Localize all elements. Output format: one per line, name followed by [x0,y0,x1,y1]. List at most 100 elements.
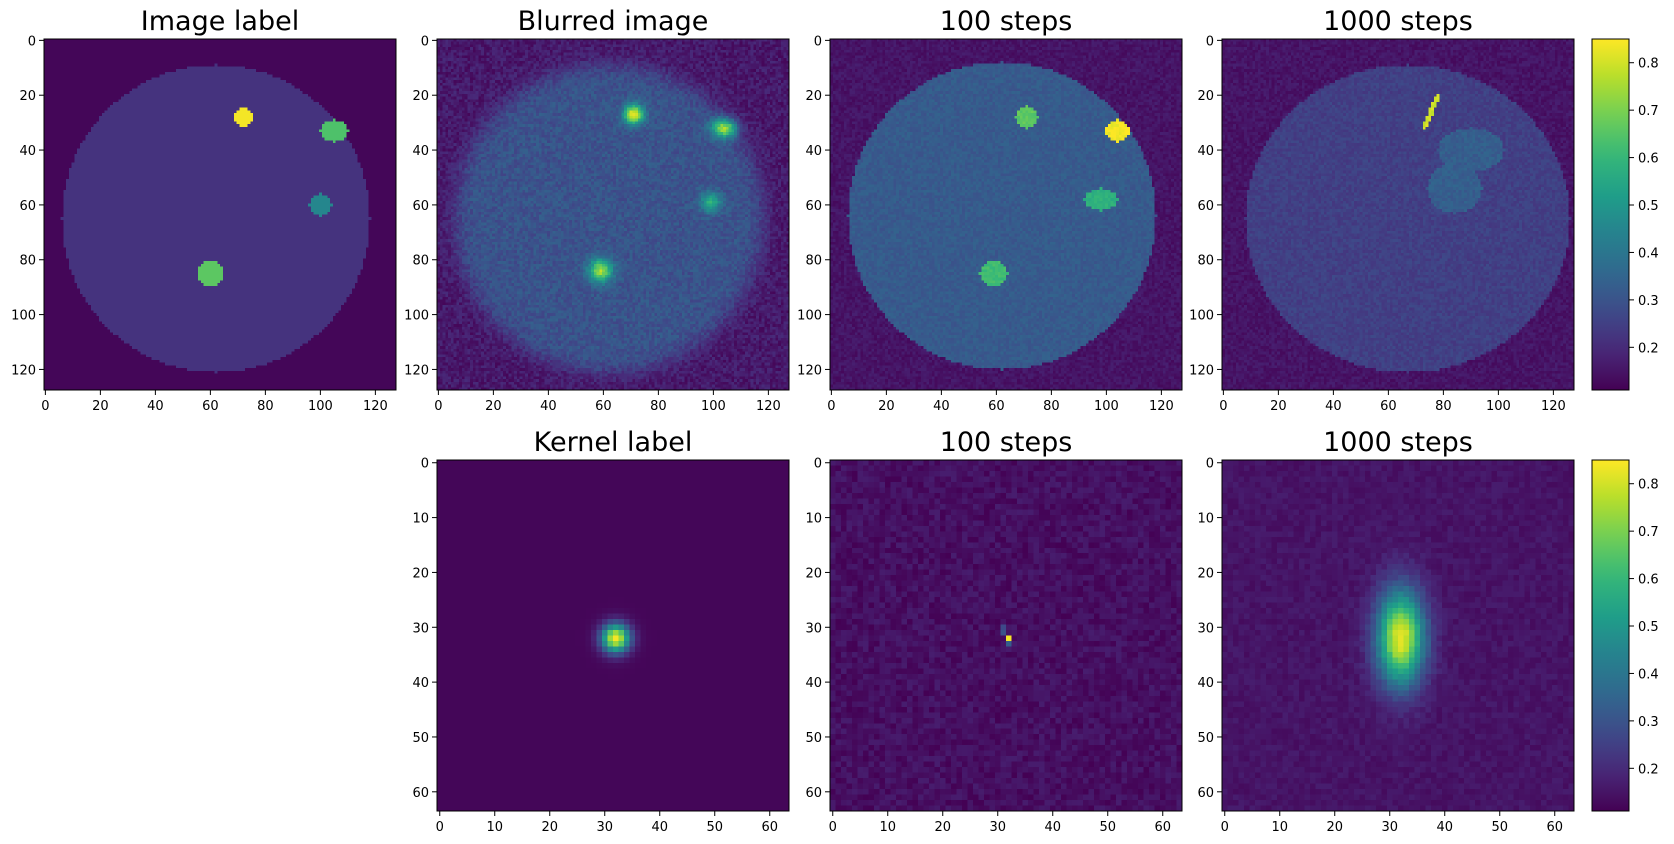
y-tick-label: 80 [1197,254,1214,269]
colorbar-gradient [1591,38,1630,391]
x-tick-label: 10 [879,820,896,835]
x-tick-label: 120 [756,399,781,414]
y-tick-label: 60 [412,786,429,801]
y-tick-label: 60 [1197,199,1214,214]
x-tick-label: 40 [1044,820,1061,835]
y-tick-label: 50 [1197,731,1214,746]
y-tick-label: 120 [11,363,36,378]
y-tick-label: 60 [1197,786,1214,801]
y-tick-label: 120 [797,363,822,378]
y-tick-label: 50 [412,731,429,746]
y-tick-label: 100 [404,309,429,324]
x-tick-label: 0 [434,399,442,414]
y-tick-label: 40 [412,676,429,691]
x-tick-label: 20 [1326,820,1343,835]
y-tick-label: 60 [412,199,429,214]
subplot-title: Kernel label [534,427,693,458]
x-tick-label: 40 [933,399,950,414]
subplot-title: 1000 steps [1323,6,1473,37]
x-tick-label: 30 [596,820,613,835]
x-tick-label: 100 [701,399,726,414]
y-tick-label: 0 [28,34,36,49]
x-tick-label: 120 [1541,399,1566,414]
y-tick-label: 60 [805,199,822,214]
y-tick-label: 120 [404,363,429,378]
subplot-2: Blurred image 0 20 40 60 80 100 120 0 20 40 60 80 100… [404,6,790,414]
x-tick-label: 100 [308,399,333,414]
subplot-6: 100 steps 0 10 20 30 40 50 60 0 10 20 30 40 50 60 [805,427,1183,835]
axes-frame [436,38,790,391]
x-tick-label: 50 [1491,820,1508,835]
y-tick-label: 10 [412,512,429,527]
subplot-title: Blurred image [518,6,709,37]
x-tick-label: 20 [92,399,109,414]
y-tick-label: 30 [805,621,822,636]
x-tick-label: 60 [1154,820,1171,835]
heatmap-image [437,460,789,811]
subplot-3: 100 steps 0 20 40 60 80 100 120 0 20 40 60 80 100 120 [797,6,1183,414]
y-tick-label: 20 [412,89,429,104]
y-tick-label: 0 [1206,34,1214,49]
y-tick-label: 30 [412,621,429,636]
y-tick-label: 0 [421,457,429,472]
x-tick-label: 100 [1486,399,1511,414]
y-tick-label: 40 [1197,144,1214,159]
x-tick-label: 0 [1219,399,1227,414]
axes-frame [1221,38,1575,391]
y-tick-label: 20 [412,566,429,581]
y-tick-label: 120 [1189,363,1214,378]
x-tick-label: 60 [988,399,1005,414]
y-tick-label: 20 [805,89,822,104]
x-tick-label: 50 [1099,820,1116,835]
heatmap-image [437,39,789,390]
y-tick-label: 100 [11,309,36,324]
x-tick-label: 20 [934,820,951,835]
x-tick-label: 30 [989,820,1006,835]
y-tick-label: 40 [805,144,822,159]
axes-frame [1221,459,1575,812]
colorbar-tick-label: 0.4 [1638,667,1659,682]
x-tick-label: 30 [1381,820,1398,835]
colorbar-tick-label: 0.8 [1638,57,1659,72]
x-tick-label: 0 [1221,820,1229,835]
subplot-5: Kernel label 0 10 20 30 40 50 60 0 10 20 30 40 50 60 [412,427,790,835]
x-tick-label: 60 [761,820,778,835]
axes-frame [436,459,790,812]
colorbar-tick-label: 0.5 [1638,620,1659,635]
x-tick-label: 0 [829,820,837,835]
y-tick-label: 40 [1197,676,1214,691]
colorbar-tick-label: 0.5 [1638,199,1659,214]
x-tick-label: 60 [202,399,219,414]
x-tick-label: 60 [1380,399,1397,414]
subplot-title: 1000 steps [1323,427,1473,458]
subplot-title: Image label [141,6,299,37]
colorbar-tick-label: 0.2 [1638,762,1659,777]
y-tick-label: 80 [412,254,429,269]
heatmap-image [830,39,1182,390]
x-tick-label: 20 [878,399,895,414]
colorbar-tick-label: 0.7 [1638,525,1659,540]
heatmap-image [1222,39,1574,390]
y-tick-label: 0 [1206,457,1214,472]
x-tick-label: 80 [257,399,274,414]
y-tick-label: 40 [412,144,429,159]
x-tick-label: 40 [651,820,668,835]
y-tick-label: 60 [805,786,822,801]
colorbar-tick-label: 0.2 [1638,341,1659,356]
colorbar: 0.2 0.3 0.4 0.5 0.6 0.7 0.8 [1591,459,1659,812]
y-tick-label: 40 [805,676,822,691]
x-tick-label: 120 [1149,399,1174,414]
x-tick-label: 0 [827,399,835,414]
x-tick-label: 10 [486,820,503,835]
y-tick-label: 20 [1197,566,1214,581]
colorbar-tick-label: 0.8 [1638,478,1659,493]
heatmap-image [1222,460,1574,811]
subplot-4: 1000 steps 0 20 40 60 80 100 120 0 20 40 60 80 100 120… [1189,6,1659,414]
y-tick-label: 0 [814,457,822,472]
x-tick-label: 80 [650,399,667,414]
y-tick-label: 30 [1197,621,1214,636]
y-tick-label: 20 [805,566,822,581]
y-tick-label: 80 [805,254,822,269]
